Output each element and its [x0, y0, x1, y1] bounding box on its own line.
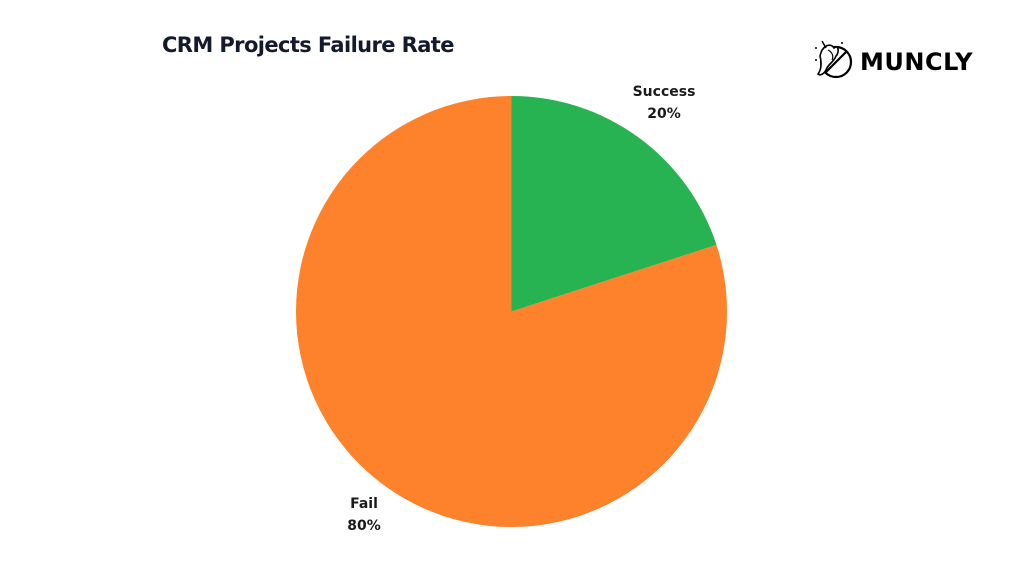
fail-label-value: 80% — [347, 518, 381, 534]
fail-label-name: Fail — [350, 496, 378, 512]
success-label: Success 20% — [614, 81, 714, 125]
unicorn-logo-icon — [812, 38, 856, 86]
pie-slice-fail — [296, 96, 727, 527]
pie-slice-success — [511, 96, 717, 312]
fail-label: Fail 80% — [314, 493, 414, 537]
success-label-value: 20% — [647, 106, 681, 122]
success-label-name: Success — [632, 84, 696, 100]
chart-title: CRM Projects Failure Rate — [162, 33, 454, 57]
brand-name: MUNCLY — [860, 48, 974, 76]
brand-logo: MUNCLY — [812, 38, 973, 86]
